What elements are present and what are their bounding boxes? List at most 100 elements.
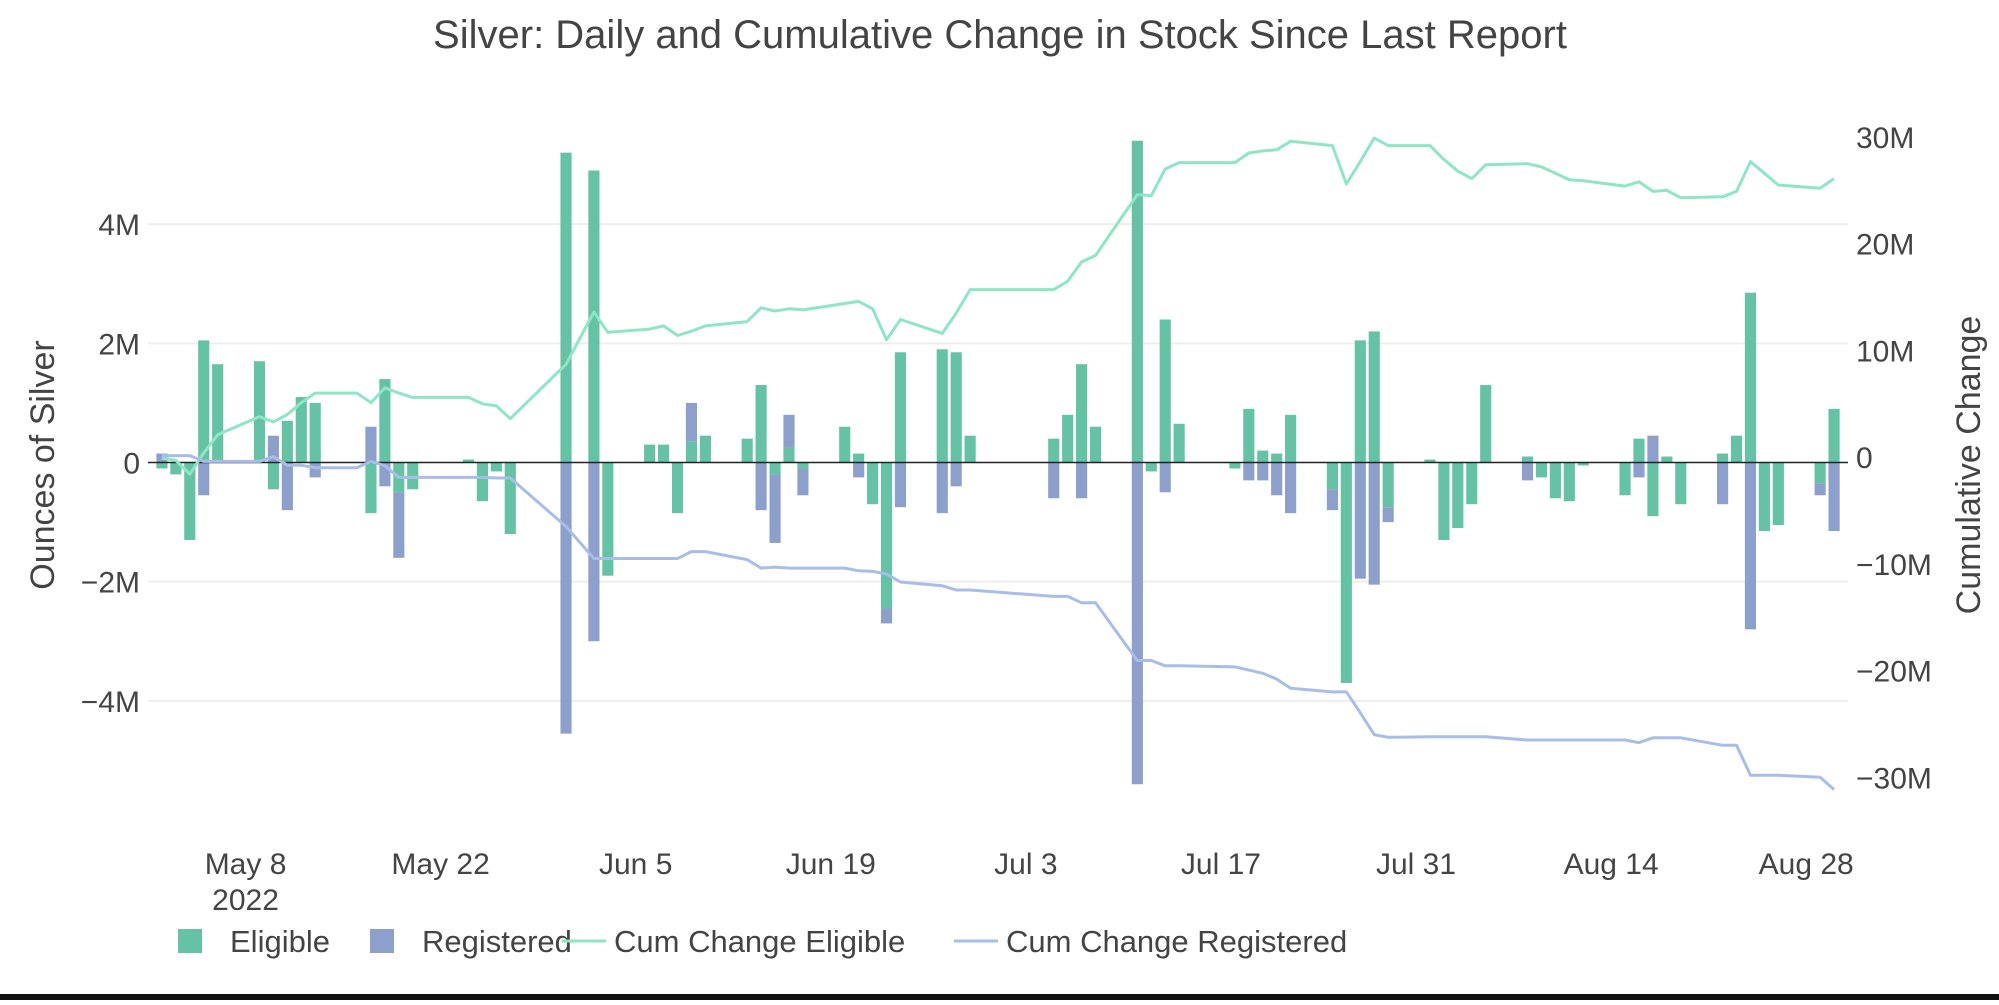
legend-label-registered[interactable]: Registered [422,924,572,959]
x-tick-label: Aug 14 [1564,848,1659,881]
bar-eligible [839,426,851,463]
bar-registered [1271,462,1283,496]
bar-eligible [588,170,600,463]
bar-registered [1633,462,1645,478]
bar-eligible [1089,426,1102,463]
bar-eligible [699,435,711,463]
y2-tick-label: −30M [1856,762,1932,795]
x-tick-label: Jul 17 [1181,848,1261,881]
bar-eligible [1257,450,1269,463]
bar-eligible [309,402,321,463]
bar-eligible [1326,462,1338,490]
x-tick-label: Jul 31 [1376,848,1456,881]
bar-registered [797,468,809,496]
legend-label-eligible[interactable]: Eligible [230,924,330,959]
bar-eligible [1368,331,1380,463]
y-axis-label: Ounces of Silver [24,340,62,589]
bar-registered [1257,462,1269,481]
legend-swatch-eligible [178,929,202,953]
bar-eligible [1661,456,1673,463]
y2-axis-label: Cumulative Change [1950,316,1988,615]
bar-registered [1382,507,1394,523]
bar-registered [950,462,962,487]
bar-registered [894,462,907,508]
bar-eligible [602,462,614,576]
bar-eligible [1675,462,1687,505]
bottom-border [0,994,1999,1000]
bar-eligible [476,462,488,502]
bar-registered [365,426,377,463]
bar-eligible [1758,462,1770,532]
legend-swatch-registered [370,929,394,953]
bar-eligible [1480,385,1492,463]
line-cum-change-registered [161,454,1836,791]
bar-registered [267,435,279,463]
y2-tick-label: 10M [1856,335,1914,368]
bar-eligible [1521,456,1534,463]
bar-eligible [504,462,516,534]
legend-label-cum-change-registered[interactable]: Cum Change Registered [1006,924,1347,959]
bar-eligible [1354,340,1366,463]
bar-eligible [1076,364,1088,463]
bar-eligible [212,364,224,463]
bar-eligible [1131,140,1143,463]
bar-registered [685,402,698,442]
bar-eligible [490,462,502,472]
bar-eligible [1577,462,1589,466]
y2-tick-label: −10M [1856,549,1932,582]
bar-eligible [1549,462,1561,499]
bar-registered [783,414,795,448]
y-tick-label: 4M [98,209,140,242]
bar-eligible [1062,414,1074,463]
legend-label-cum-change-eligible[interactable]: Cum Change Eligible [614,924,905,959]
y-tick-label: 2M [98,328,140,361]
bar-registered [1717,462,1729,505]
bar-registered [880,608,893,624]
x-tick-label: Aug 28 [1759,848,1854,881]
bar-eligible [198,340,210,463]
bar-eligible [685,441,698,463]
bar-eligible [741,438,753,463]
x-tick-label: May 22 [391,848,489,881]
bar-registered [936,462,948,514]
bar-eligible [853,453,865,463]
chart-title: Silver: Daily and Cumulative Change in S… [433,13,1567,57]
bar-eligible [1382,462,1394,508]
x-tick-label: Jun 19 [786,848,876,881]
bar-registered [853,462,865,478]
y2-tick-label: −20M [1856,656,1932,689]
bar-registered [379,462,391,487]
bar-eligible [755,385,767,463]
legend: Eligible Registered Cum Change Eligible Cum… [150,910,1590,966]
bar-eligible [560,152,572,463]
bar-eligible [253,361,266,463]
bar-registered [1521,462,1534,481]
bar-registered [1326,489,1338,511]
bar-eligible [1744,292,1757,463]
x-tick-label: Jul 3 [994,848,1057,881]
bar-eligible [1271,453,1283,463]
bar-eligible [365,462,377,514]
bar-registered [309,462,321,478]
bar-eligible [671,462,684,514]
bar-registered [1744,462,1757,630]
bar-eligible [1535,462,1548,478]
bar-eligible [1285,414,1297,463]
y2-tick-label: 0 [1856,442,1873,475]
bar-eligible [1438,462,1450,540]
y-tick-label: −2M [81,567,140,600]
y2-axis-ticks: −30M −20M −10M 0 10M 20M 30M [1856,122,1932,795]
bar-eligible [797,462,809,469]
bar-registered [1243,462,1255,481]
bar-registered [560,462,572,734]
bar-eligible [1173,423,1185,463]
bar-eligible [1647,462,1659,517]
bar-registered [1647,435,1659,463]
bar-eligible [894,352,907,463]
bar-eligible [964,435,976,463]
bar-eligible [1466,462,1478,505]
bar-eligible [184,462,196,540]
bar-registered [1048,462,1060,499]
